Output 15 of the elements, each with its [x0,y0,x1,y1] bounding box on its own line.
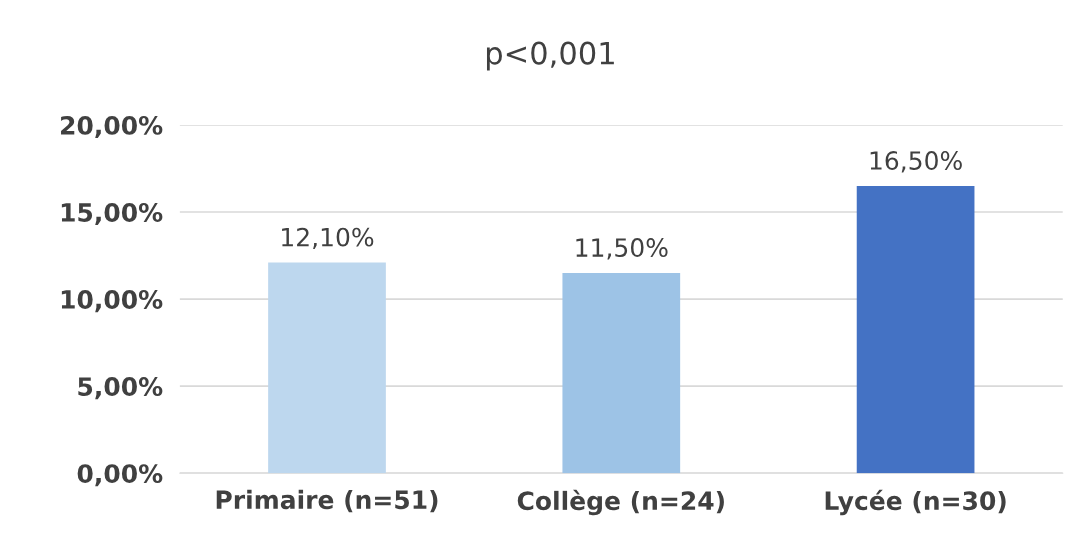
y-tick-label: 15,00% [61,202,163,226]
x-tick-label: Primaire (n=51) [216,489,438,513]
x-tick-label: Lycée (n=30) [825,489,1006,516]
chart-title: p<0,001 [486,41,614,71]
data-label: 12,10% [282,227,374,250]
x-tick-label: Collège (n=24) [517,489,724,516]
bar [268,262,386,474]
y-tick-label: 5,00% [78,377,163,400]
y-tick-label: 0,00% [77,464,163,487]
y-tick-label: 10,00% [61,290,163,313]
y-tick-label: 20,00% [61,115,163,139]
data-label: 16,50% [870,151,962,173]
bar [562,272,681,474]
bar [856,185,975,474]
data-label: 11,50% [576,238,668,260]
